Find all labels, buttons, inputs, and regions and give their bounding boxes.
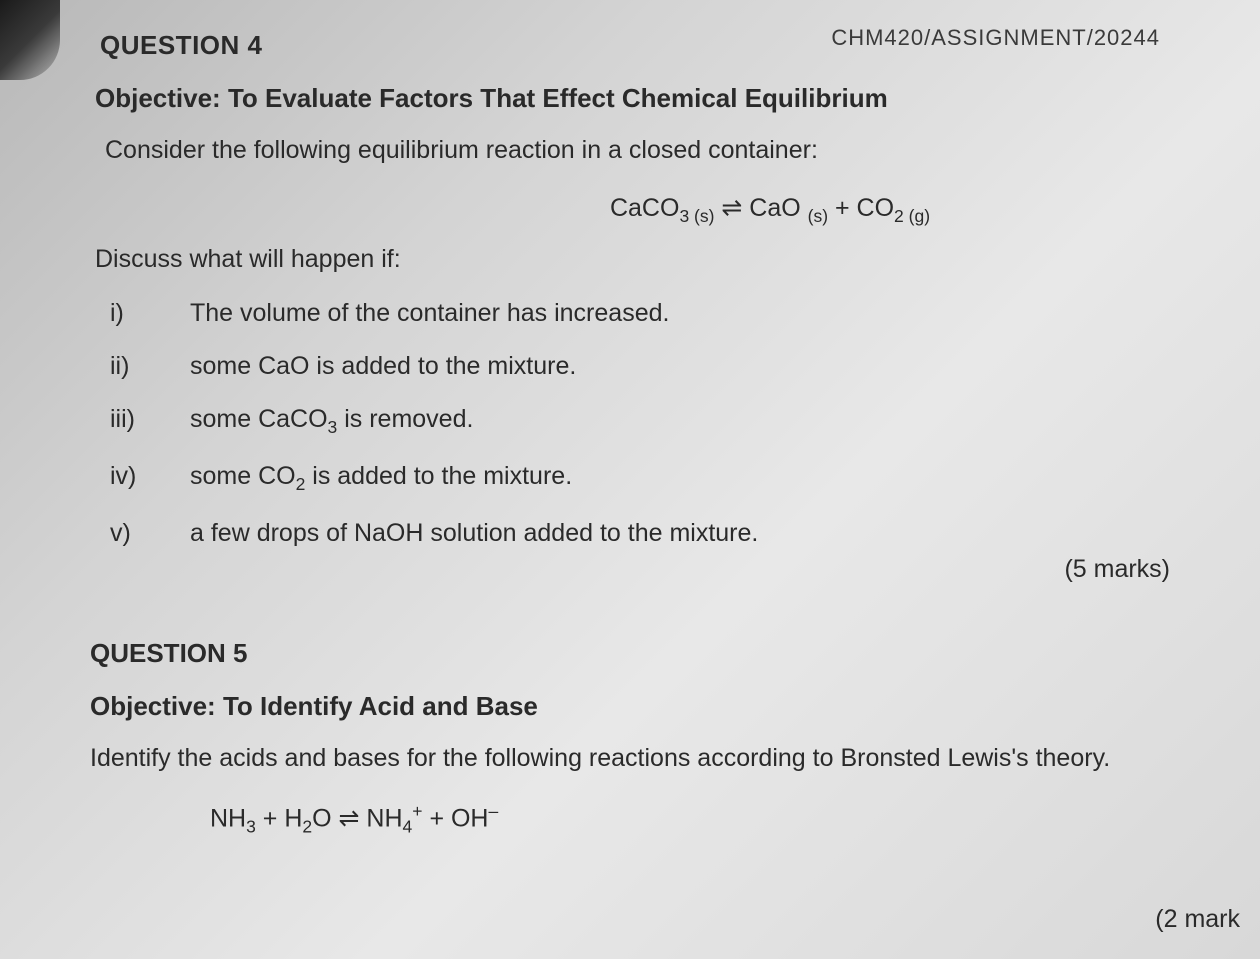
question-5-equation: NH3 + H2O ⇌ NH4+ + OH– [210, 801, 1210, 837]
equilibrium-arrow: ⇌ [714, 194, 749, 222]
list-item: iii) some CaCO3 is removed. [110, 405, 1210, 438]
item-number: i) [110, 299, 190, 328]
item-number: ii) [110, 352, 190, 381]
question-5-objective: Objective: To Identify Acid and Base [90, 691, 1210, 722]
course-code-header: CHM420/ASSIGNMENT/20244 [831, 25, 1160, 51]
objective-label: Objective: [95, 83, 228, 113]
question-4-equation: CaCO3 (s) ⇌ CaO (s) + CO2 (g) [330, 193, 1210, 227]
discuss-prompt: Discuss what will happen if: [95, 245, 1210, 274]
objective-text: To Evaluate Factors That Effect Chemical… [228, 83, 888, 113]
list-item: i) The volume of the container has incre… [110, 299, 1210, 328]
item-number: iii) [110, 405, 190, 434]
item-text: some CaCO3 is removed. [190, 405, 1210, 438]
question-5-identify-text: Identify the acids and bases for the fol… [90, 744, 1210, 773]
list-item: iv) some CO2 is added to the mixture. [110, 462, 1210, 495]
item-text: some CO2 is added to the mixture. [190, 462, 1210, 495]
list-item: ii) some CaO is added to the mixture. [110, 352, 1210, 381]
item-text: The volume of the container has increase… [190, 299, 1210, 328]
item-text: a few drops of NaOH solution added to th… [190, 519, 1210, 548]
item-number: v) [110, 519, 190, 548]
question-5-block: QUESTION 5 Objective: To Identify Acid a… [90, 638, 1210, 837]
list-item: v) a few drops of NaOH solution added to… [110, 519, 1210, 548]
question-5-title: QUESTION 5 [90, 638, 1210, 669]
item-text: some CaO is added to the mixture. [190, 352, 1210, 381]
objective-text: To Identify Acid and Base [223, 691, 538, 721]
product-1: CaO (s) [749, 194, 828, 222]
question-4-objective: Objective: To Evaluate Factors That Effe… [95, 83, 1210, 114]
objective-label: Objective: [90, 691, 223, 721]
item-number: iv) [110, 462, 190, 491]
question-5-marks: (2 mark [1155, 905, 1240, 934]
page-corner-shadow [0, 0, 60, 80]
question-4-items: i) The volume of the container has incre… [110, 299, 1210, 548]
reactant: CaCO3 (s) [610, 194, 714, 222]
question-4-consider-text: Consider the following equilibrium react… [105, 136, 1210, 165]
product-2: CO2 (g) [857, 194, 930, 222]
plus-sign: + [828, 194, 857, 222]
question-4-marks: (5 marks) [1064, 555, 1170, 584]
